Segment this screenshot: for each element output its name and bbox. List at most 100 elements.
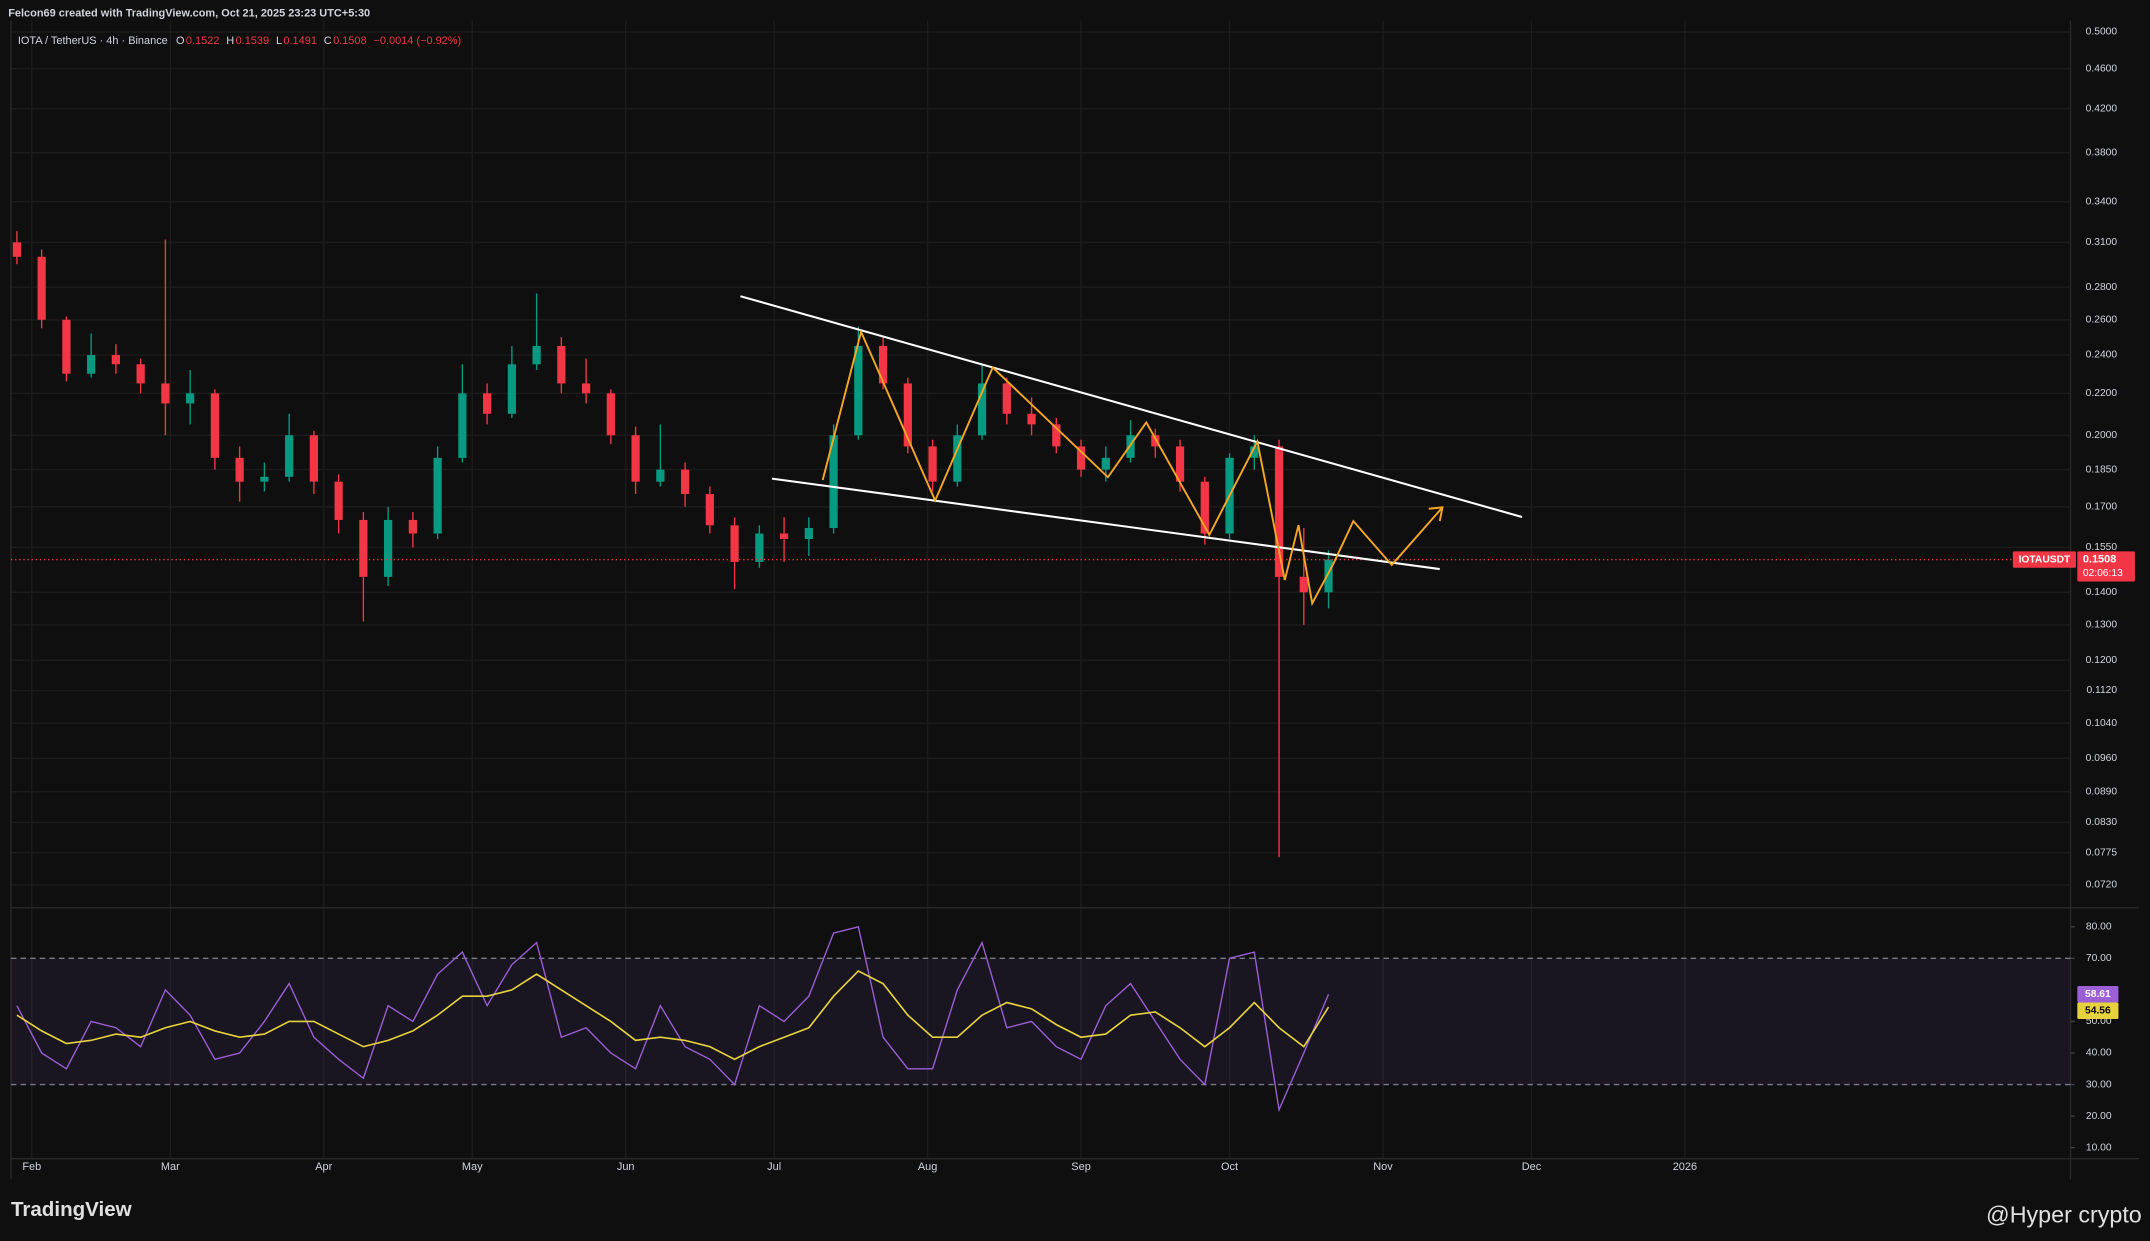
candle-body: [235, 457, 244, 482]
candle-body: [1274, 446, 1284, 577]
candle-body: [829, 435, 838, 529]
rsi-line: [16, 969, 1330, 1061]
candle-body: [1151, 435, 1160, 447]
candle-body: [755, 533, 764, 562]
x-tick-label: Nov: [1373, 1161, 1393, 1173]
legend-value: 0.1508: [333, 35, 367, 47]
y-tick-label: 0.0960: [2086, 753, 2118, 764]
candle-body: [1027, 413, 1036, 425]
y-tick-label: 0.1700: [2086, 502, 2118, 513]
candle-body: [977, 383, 987, 436]
x-tick-label: Jul: [767, 1161, 781, 1173]
y-tick-label: 70.00: [2086, 953, 2112, 964]
watermark: @Hyper crypto: [1986, 1201, 2142, 1227]
x-tick-label: Mar: [161, 1161, 180, 1173]
legend-key: C: [324, 35, 332, 47]
candle-body: [953, 435, 962, 482]
candle-body: [903, 383, 912, 447]
candle-body: [1299, 576, 1308, 593]
candle-body: [507, 364, 516, 414]
candle-body: [136, 364, 145, 384]
candle-body: [557, 345, 566, 384]
candle-body: [532, 345, 541, 365]
y-tick-label: 0.4200: [2086, 103, 2118, 114]
wave-path: [821, 328, 1334, 607]
y-tick-label: 0.1040: [2086, 718, 2118, 729]
candle-body: [408, 519, 417, 534]
candle-body: [656, 469, 665, 482]
y-tick-label: 30.00: [2086, 1079, 2112, 1090]
candle-body: [483, 393, 492, 414]
last-value-box: [2077, 986, 2119, 1003]
grid: [10, 20, 2075, 1159]
y-tick-label: 0.1850: [2086, 464, 2118, 475]
last-value-box: [2077, 1002, 2119, 1019]
legend-value: 0.1491: [283, 35, 317, 47]
y-tick-label: 50.00: [2086, 1016, 2112, 1027]
y-tick-label: 0.2200: [2086, 388, 2118, 399]
trendline-upper: [740, 295, 1523, 518]
candle-body: [260, 476, 269, 482]
y-tick-label: 0.3400: [2086, 196, 2118, 207]
brand: TradingView: [11, 1198, 133, 1221]
candle-body: [1126, 435, 1135, 458]
legend-key: O: [176, 35, 185, 47]
candle-body: [334, 481, 343, 520]
y-tick-label: 40.00: [2086, 1048, 2112, 1059]
legend-value: 0.1522: [186, 35, 220, 47]
candle-body: [680, 469, 690, 495]
candle-body: [433, 457, 442, 534]
x-tick-label: Feb: [22, 1161, 41, 1173]
candle-body: [1052, 424, 1061, 447]
candle-body: [804, 528, 813, 540]
marks: [10, 231, 2071, 1113]
y-tick-label: 0.2800: [2086, 282, 2118, 293]
candle-body: [631, 435, 640, 482]
y-tick-label: 0.4600: [2086, 63, 2118, 74]
trendline-lower: [771, 477, 1440, 571]
candle-body: [854, 345, 863, 436]
candle-body: [1076, 446, 1086, 470]
y-tick-label: 10.00: [2086, 1142, 2112, 1153]
candle-body: [1002, 383, 1011, 414]
projection-arrow: [1428, 506, 1444, 522]
y-tick-label: 0.0775: [2086, 847, 2118, 858]
y-tick-label: 0.1200: [2086, 655, 2118, 666]
x-tick-label: May: [462, 1161, 483, 1173]
credit: Felcon69 created with TradingView.com, O…: [8, 8, 370, 20]
candle-body: [730, 525, 739, 562]
last-value-label: 54.56: [2085, 1005, 2111, 1016]
y-tick-label: 0.3100: [2086, 237, 2118, 248]
last-price-label: 0.1508: [2083, 553, 2117, 565]
x-tick-label: Dec: [1522, 1161, 1542, 1173]
candle-body: [210, 393, 220, 458]
candle-body: [309, 435, 318, 482]
y-tick-label: 0.0830: [2086, 817, 2118, 828]
y-tick-label: 20.00: [2086, 1111, 2112, 1122]
projection-path: [1331, 506, 1444, 567]
candle-body: [384, 519, 393, 577]
candle-body: [705, 494, 714, 526]
y-tick-label: 0.2600: [2086, 314, 2118, 325]
legend-key: H: [226, 35, 234, 47]
y-tick-label: 0.5000: [2086, 27, 2118, 38]
candle-body: [878, 345, 888, 384]
candle-body: [111, 355, 121, 365]
y-tick-label: 80.00: [2086, 922, 2112, 933]
candle-body: [1200, 481, 1209, 534]
candle-body: [62, 319, 71, 374]
symbol-label-box: [2012, 551, 2076, 568]
symbol-legend: IOTA / TetherUS · 4h · Binance O0.1522 H 0.…: [18, 35, 461, 47]
symbol: IOTA / TetherUS · 4h · Binance: [18, 35, 168, 47]
y-tick-label: 0.0720: [2086, 880, 2118, 891]
y-tick-label: 0.1120: [2086, 685, 2117, 696]
candle-body: [1101, 457, 1110, 470]
x-tick-label: Oct: [1221, 1161, 1238, 1173]
drawings: [740, 295, 1523, 607]
last-value-label: 58.61: [2085, 989, 2111, 1000]
candle-body: [37, 256, 46, 320]
x-tick-label: Jun: [617, 1161, 635, 1173]
x-tick-label: 2026: [1673, 1161, 1697, 1173]
